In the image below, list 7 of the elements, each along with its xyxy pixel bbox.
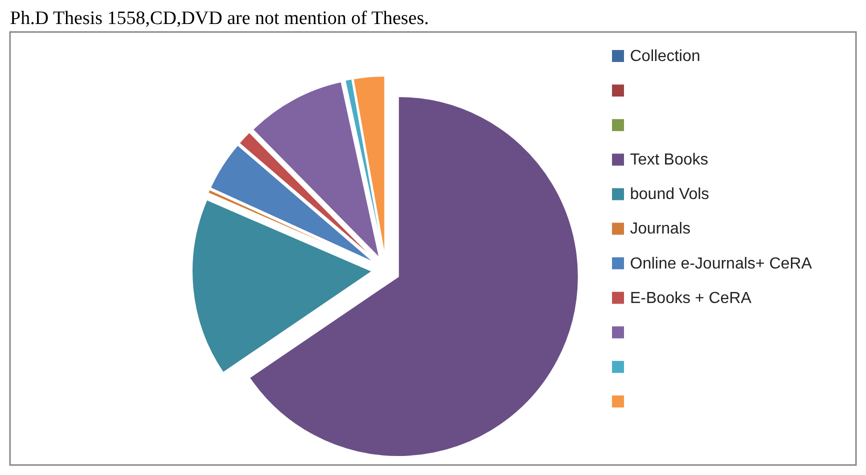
legend-label: Collection: [630, 48, 700, 65]
legend-label: Online e-Journals+ CeRA: [630, 255, 812, 272]
legend-label: Journals: [630, 220, 690, 238]
legend-label: E-Books + CeRA: [630, 290, 752, 307]
legend-label: bound Vols: [630, 186, 710, 204]
legend-label: Text Books: [630, 152, 708, 169]
text: Ph.D Thesis 1558,CD,DVD are not mention of Theses.: [10, 8, 429, 29]
